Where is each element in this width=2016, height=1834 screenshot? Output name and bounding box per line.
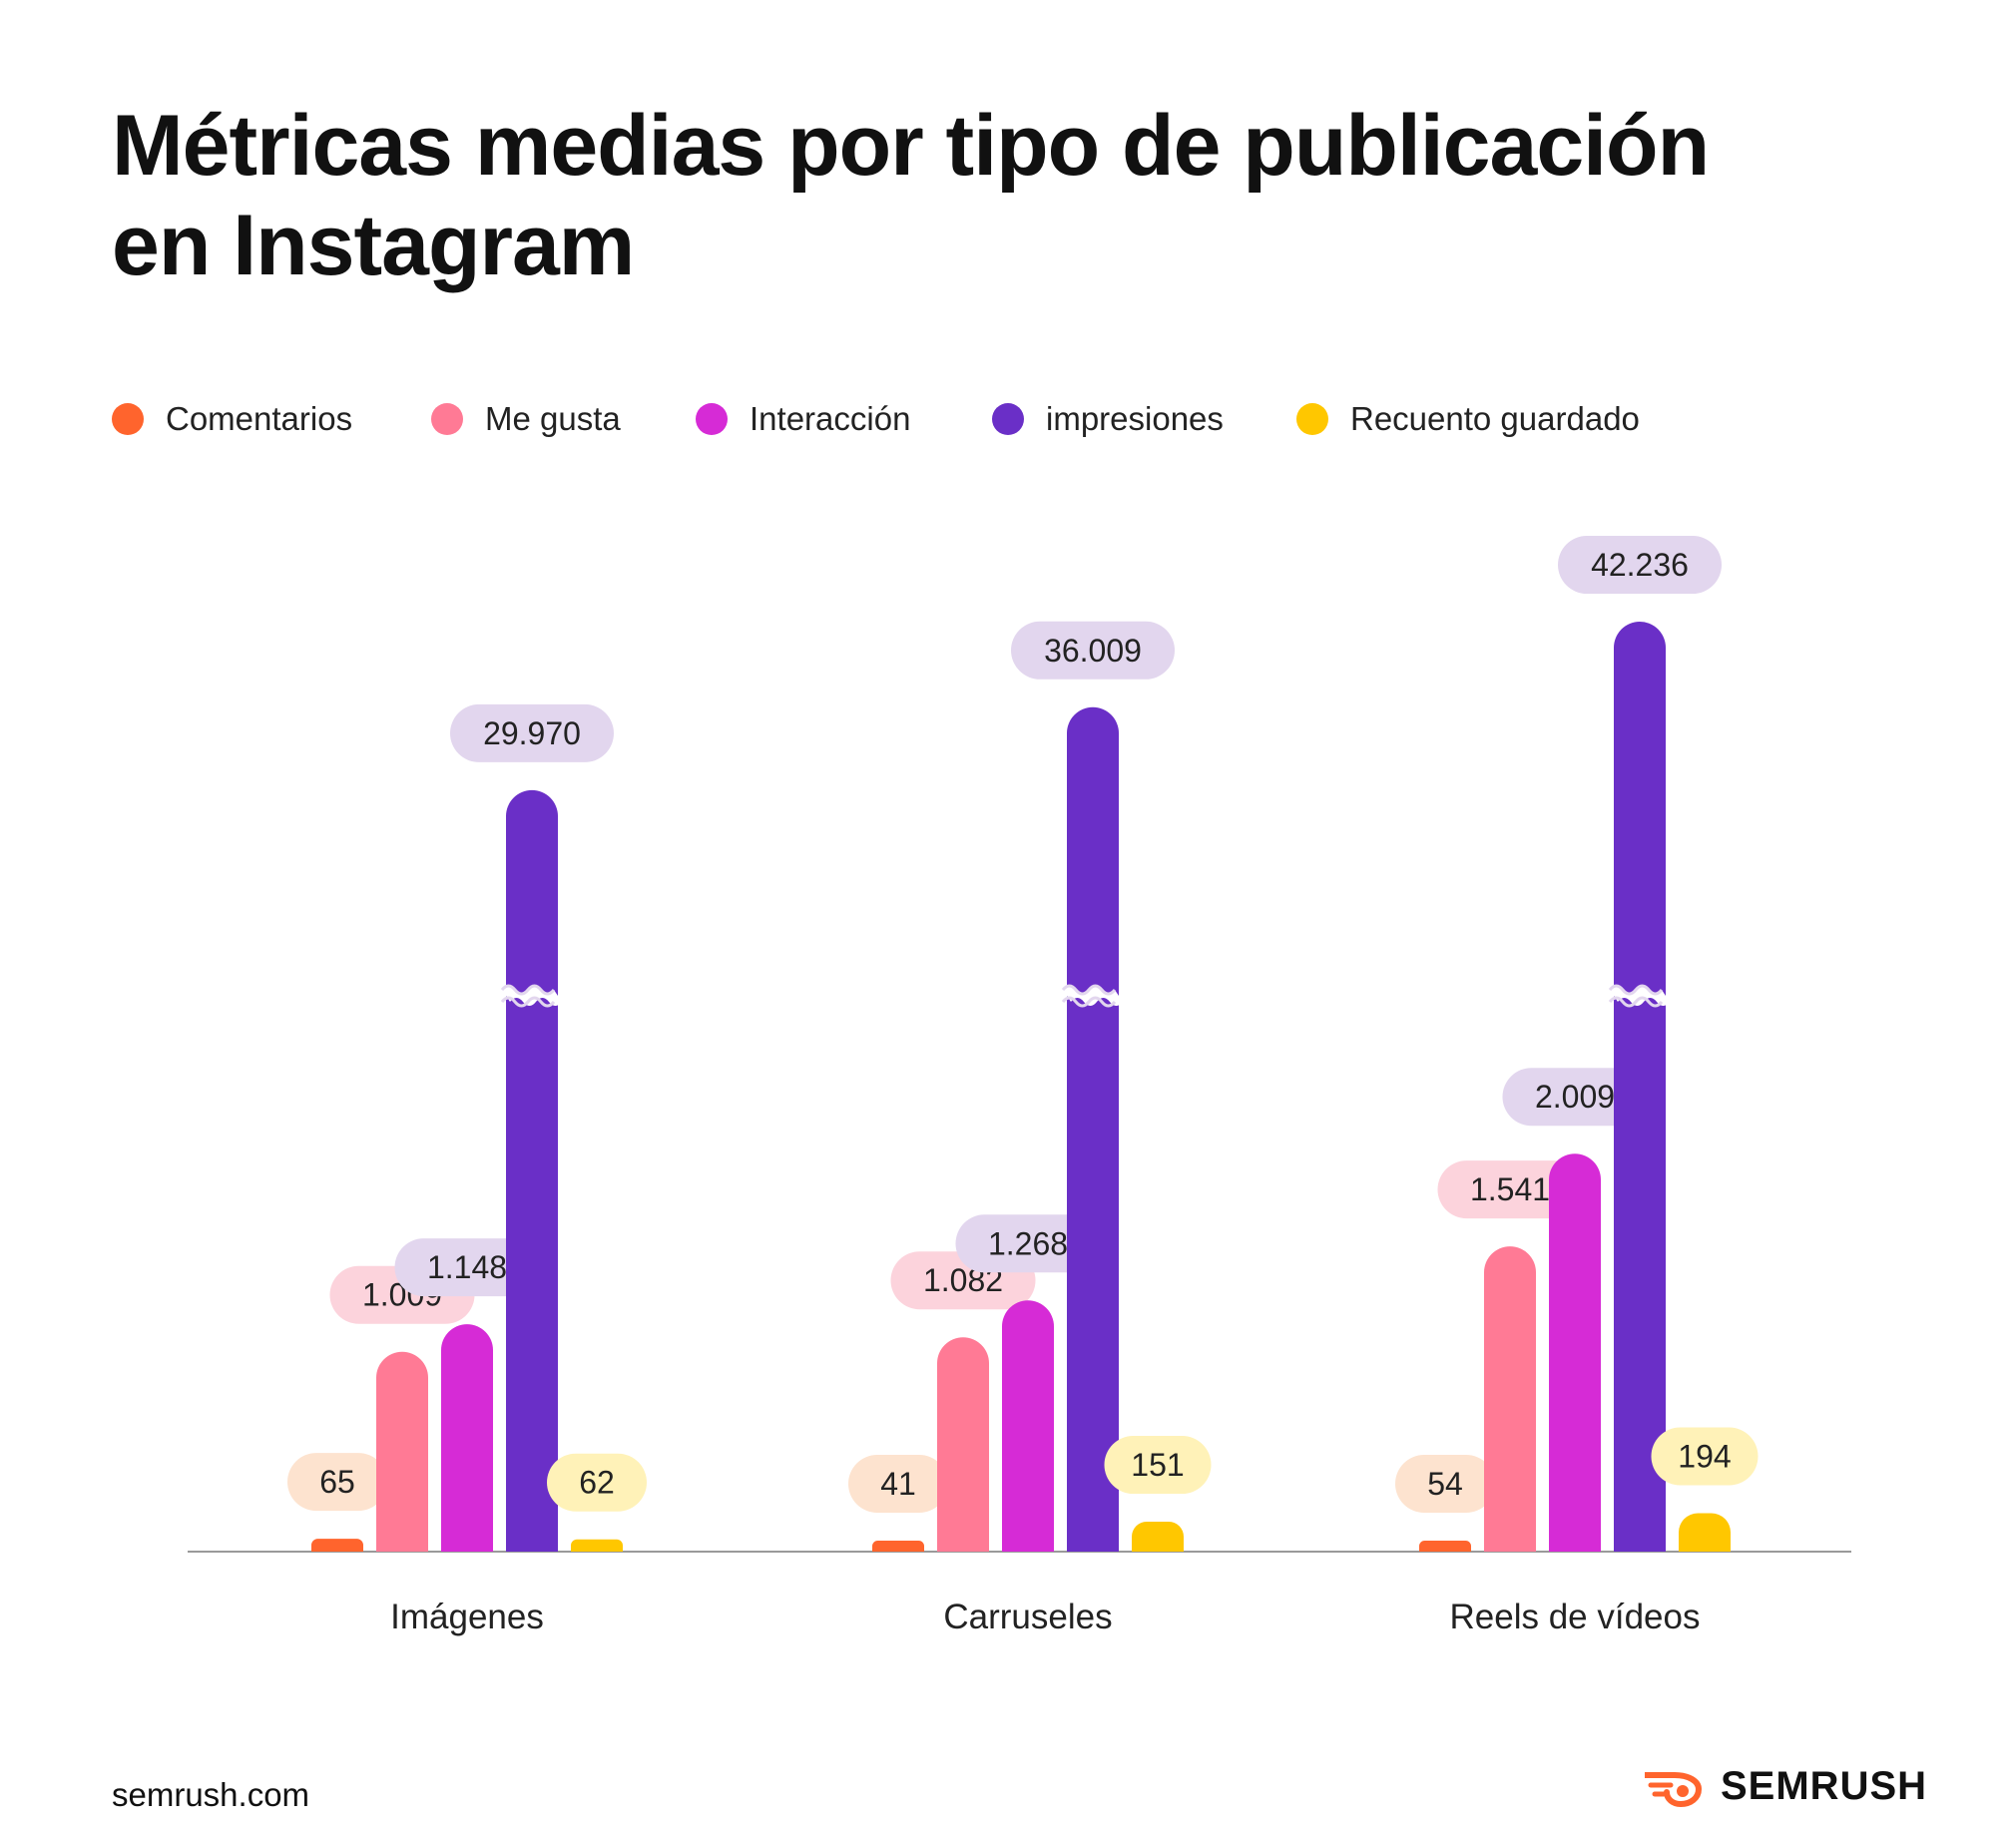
data-label-bg bbox=[1558, 536, 1722, 595]
legend-label: impresiones bbox=[1046, 400, 1224, 437]
bar-interacción bbox=[441, 1324, 493, 1552]
bar-recuento-guardado bbox=[1132, 1522, 1184, 1552]
bar-impresiones bbox=[506, 789, 558, 1552]
legend-dot-icon bbox=[1296, 403, 1328, 435]
category-label: Imágenes bbox=[390, 1598, 544, 1636]
data-label-bg bbox=[547, 1453, 647, 1512]
bar-interacción bbox=[1549, 1153, 1601, 1552]
data-label: 65 bbox=[319, 1464, 355, 1500]
legend: Comentarios Me gusta Interacción impresi… bbox=[112, 394, 1640, 444]
brand-logo: SEMRUSH bbox=[1645, 1764, 1927, 1809]
bar-me-gusta bbox=[376, 1351, 428, 1552]
title-line-1: Métricas medias por tipo de publicación bbox=[112, 98, 1710, 194]
data-label-bg bbox=[1502, 1068, 1648, 1127]
data-label-bg bbox=[1395, 1455, 1495, 1513]
legend-dot-icon bbox=[431, 403, 463, 435]
bar-me-gusta bbox=[937, 1337, 989, 1552]
data-label: 36.009 bbox=[1044, 633, 1142, 669]
data-label: 1.541 bbox=[1470, 1171, 1550, 1207]
semrush-flame-icon bbox=[1645, 1771, 1703, 1807]
legend-label: Me gusta bbox=[485, 400, 621, 437]
data-label: 42.236 bbox=[1591, 547, 1689, 583]
axis-break-gap bbox=[502, 986, 562, 1006]
data-label-bg bbox=[1011, 621, 1175, 680]
data-label-bg bbox=[287, 1453, 387, 1512]
bar-comentarios bbox=[311, 1539, 363, 1552]
legend-label: Recuento guardado bbox=[1350, 400, 1640, 437]
data-label: 41 bbox=[880, 1466, 916, 1502]
data-label: 194 bbox=[1678, 1438, 1731, 1474]
axis-break-line bbox=[500, 996, 556, 1008]
axis-break-gap bbox=[1610, 986, 1670, 1006]
data-label-bg bbox=[1651, 1427, 1759, 1486]
axis-break-line bbox=[1608, 984, 1664, 996]
data-label: 1.268 bbox=[988, 1225, 1068, 1261]
legend-item-impresiones: impresiones bbox=[992, 400, 1296, 438]
data-label: 29.970 bbox=[483, 715, 581, 751]
bar-comentarios bbox=[872, 1541, 924, 1552]
source-url: semrush.com bbox=[112, 1776, 310, 1813]
axis-break-line bbox=[1061, 984, 1117, 996]
data-label: 54 bbox=[1427, 1466, 1463, 1502]
bar-impresiones bbox=[1067, 706, 1119, 1552]
legend-label: Comentarios bbox=[166, 400, 353, 437]
data-label-bg bbox=[1437, 1160, 1583, 1219]
category-label: Carruseles bbox=[943, 1598, 1112, 1636]
legend-dot-icon bbox=[112, 403, 144, 435]
legend-item-interaccion: Interacción bbox=[696, 400, 992, 438]
category-label: Reels de vídeos bbox=[1450, 1598, 1701, 1636]
data-label-bg bbox=[955, 1214, 1101, 1273]
legend-item-comentarios: Comentarios bbox=[112, 400, 431, 438]
bar-interacción bbox=[1002, 1300, 1054, 1552]
data-label-bg bbox=[450, 703, 614, 762]
chart-title: Métricas medias por tipo de publicación … bbox=[112, 96, 1808, 295]
legend-dot-icon bbox=[992, 403, 1024, 435]
axis-break-line bbox=[500, 984, 556, 996]
data-label: 62 bbox=[579, 1465, 615, 1501]
data-label-bg bbox=[1104, 1436, 1212, 1495]
bar-comentarios bbox=[1419, 1541, 1471, 1552]
title-line-2: en Instagram bbox=[112, 198, 635, 293]
axis-break-line bbox=[1608, 996, 1664, 1008]
data-label: 2.009 bbox=[1535, 1079, 1615, 1115]
legend-label: Interacción bbox=[750, 400, 911, 437]
bar-chart: 651.0091.14829.97062Imágenes411.0821.268… bbox=[188, 536, 1851, 1636]
bar-recuento-guardado bbox=[571, 1539, 623, 1552]
brand-name: SEMRUSH bbox=[1721, 1764, 1928, 1808]
data-label: 151 bbox=[1131, 1447, 1184, 1483]
legend-dot-icon bbox=[696, 403, 728, 435]
data-label: 1.148 bbox=[427, 1249, 507, 1285]
legend-item-me-gusta: Me gusta bbox=[431, 400, 696, 438]
bar-recuento-guardado bbox=[1679, 1513, 1731, 1552]
data-label-bg bbox=[394, 1238, 540, 1297]
legend-item-recuento-guardado: Recuento guardado bbox=[1296, 400, 1640, 438]
axis-break-gap bbox=[1063, 986, 1123, 1006]
bar-me-gusta bbox=[1484, 1246, 1536, 1552]
axis-break-line bbox=[1061, 996, 1117, 1008]
data-label-bg bbox=[848, 1455, 948, 1513]
bar-impresiones bbox=[1614, 622, 1666, 1552]
